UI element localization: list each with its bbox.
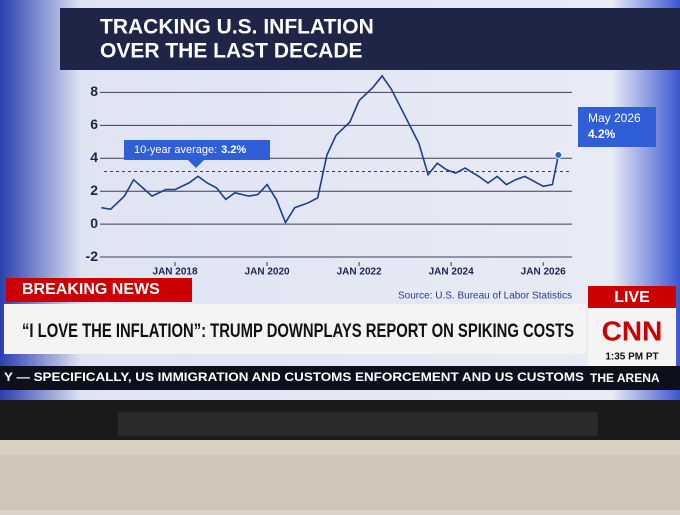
title-bar	[60, 8, 680, 70]
y-tick-label: 0	[90, 215, 98, 231]
x-tick-label: JAN 2018	[153, 267, 198, 278]
source: Source: U.S. Bureau of Labor Statistics	[398, 291, 572, 302]
y-tick-label: 6	[90, 116, 98, 132]
network-logo: CNN	[602, 315, 663, 346]
headline-box	[4, 304, 586, 354]
ticker: Y — SPECIFICALLY, US IMMIGRATION AND CUS…	[4, 370, 584, 384]
headline: “I LOVE THE INFLATION”: TRUMP DOWNPLAYS …	[22, 321, 574, 342]
y-tick-label: 8	[90, 83, 98, 99]
x-tick-label: JAN 2024	[429, 267, 474, 278]
soundbar	[118, 412, 598, 436]
clock: 1:35 PM PT	[605, 352, 658, 363]
average-callout	[124, 140, 270, 160]
end-callout	[578, 107, 656, 147]
live-label: LIVE	[614, 289, 650, 306]
show-name: THE ARENA	[590, 371, 660, 385]
live-box	[588, 286, 676, 308]
show-box	[586, 366, 680, 390]
network-box	[588, 308, 676, 366]
average-text: 10-year average:	[134, 144, 217, 156]
end-value: 4.2%	[588, 127, 616, 141]
average-pointer	[188, 160, 204, 168]
y-tick-label: 2	[90, 182, 98, 198]
end-date: May 2026	[588, 111, 641, 125]
breaking-bar	[6, 278, 192, 302]
series-line	[101, 74, 560, 225]
chart-title: OVER THE LAST DECADE	[100, 40, 363, 63]
average-value: 3.2%	[221, 144, 246, 156]
furniture	[0, 455, 680, 510]
x-tick-label: JAN 2026	[521, 267, 566, 278]
chart-title: TRACKING U.S. INFLATION	[100, 16, 374, 39]
average-label: 10-year average: 3.2%	[134, 144, 246, 156]
end-marker	[554, 150, 563, 159]
x-tick-label: JAN 2020	[245, 267, 290, 278]
x-tick-label: JAN 2022	[337, 267, 382, 278]
y-tick-label: 4	[90, 149, 98, 165]
plot: -2 0 2 4 6 8 JAN 2018 JAN 2020 JAN 2022 JAN 2024 J…	[86, 74, 656, 278]
ticker-bar	[0, 366, 680, 390]
y-tick-label: -2	[86, 248, 99, 264]
breaking-label: BREAKING NEWS	[22, 281, 160, 298]
